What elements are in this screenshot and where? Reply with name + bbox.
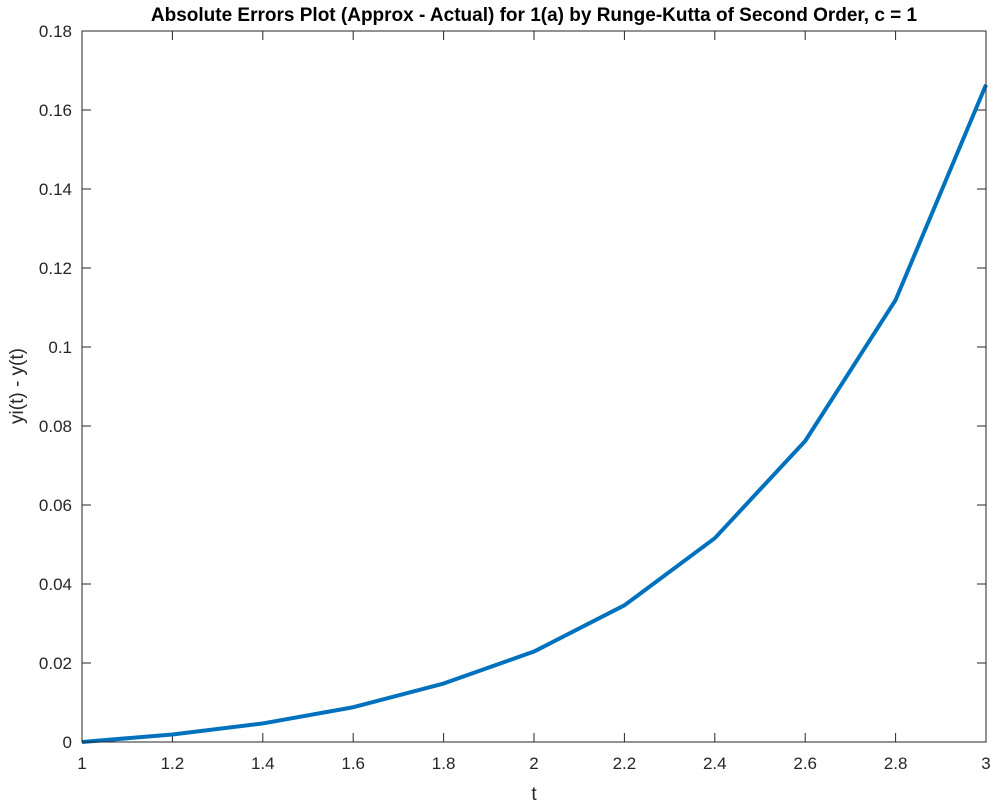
y-tick-label: 0.04 <box>39 575 72 594</box>
y-tick-label: 0.12 <box>39 259 72 278</box>
y-tick-label: 0.08 <box>39 417 72 436</box>
x-tick-label: 1.4 <box>251 754 275 773</box>
series-line <box>81 83 988 744</box>
y-tick-label: 0.06 <box>39 496 72 515</box>
x-axis-label: t <box>531 784 537 804</box>
x-tick-label: 2.6 <box>793 754 817 773</box>
x-axis-ticks: 1 1.2 1.4 1.6 1.8 2 2.2 2.4 2.6 2.8 3 <box>77 31 991 773</box>
plot-box <box>81 30 987 743</box>
plot-area <box>82 31 986 742</box>
x-tick-label: 2 <box>529 754 538 773</box>
y-tick-label: 0.1 <box>48 338 72 357</box>
x-tick-label: 1.2 <box>161 754 185 773</box>
x-tick-label: 1 <box>77 754 86 773</box>
x-tick-label: 3 <box>981 754 990 773</box>
chart-title: Absolute Errors Plot (Approx - Actual) f… <box>151 5 918 26</box>
y-tick-label: 0.14 <box>39 180 72 199</box>
y-tick-label: 0.18 <box>39 22 72 41</box>
x-tick-label: 2.2 <box>613 754 637 773</box>
series-layer <box>81 83 988 744</box>
y-tick-label: 0.16 <box>39 101 72 120</box>
x-tick-label: 1.6 <box>341 754 365 773</box>
x-tick-label: 1.8 <box>432 754 456 773</box>
y-axis-ticks: 0 0.02 0.04 0.06 0.08 0.1 0.12 0.14 0.16 0.18 <box>39 22 986 752</box>
y-axis-label: yi(t) - y(t) <box>7 348 28 424</box>
y-tick-label: 0.02 <box>39 654 72 673</box>
x-tick-label: 2.8 <box>884 754 908 773</box>
x-tick-label: 2.4 <box>703 754 727 773</box>
y-tick-label: 0 <box>63 733 72 752</box>
